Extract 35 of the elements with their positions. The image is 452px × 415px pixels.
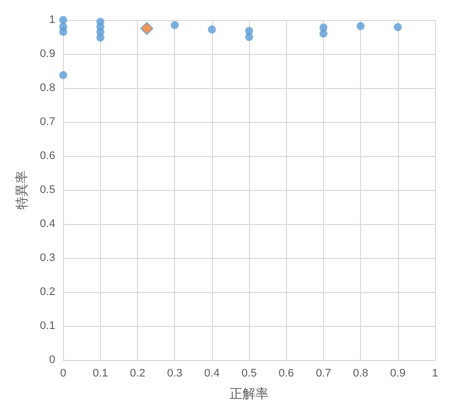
x-axis-title: 正解率	[230, 386, 269, 402]
x-tick-label: 0.7	[316, 368, 332, 380]
y-tick-label: 0.7	[40, 116, 56, 128]
y-tick-label: 0.8	[40, 82, 56, 94]
x-tick-label: 1	[432, 368, 438, 380]
point	[170, 21, 179, 30]
point	[394, 23, 402, 32]
y-tick-label: 0.3	[40, 252, 56, 264]
x-tick-label: 0.1	[92, 368, 108, 380]
y-tick-label: 0.9	[40, 48, 56, 60]
point	[140, 22, 154, 35]
point	[245, 33, 254, 41]
point	[208, 26, 216, 34]
x-tick-label: 0	[60, 368, 66, 380]
y-tick-label: 0.2	[40, 286, 56, 298]
x-tick-label: 0.9	[390, 368, 406, 380]
point	[59, 16, 68, 24]
y-tick-label: 0	[49, 354, 56, 366]
y-tick-label: 0.6	[40, 150, 56, 162]
y-axis-title: 特異率	[14, 170, 30, 210]
y-tick-label: 0.5	[40, 184, 56, 196]
point	[96, 34, 104, 42]
y-tick-label: 0.4	[40, 218, 56, 230]
point	[59, 28, 68, 36]
x-tick-label: 0.3	[167, 368, 182, 380]
point	[319, 30, 328, 38]
point	[356, 22, 365, 30]
x-tick-label: 0.6	[278, 368, 294, 380]
point	[59, 71, 68, 80]
y-tick-label: 1	[49, 14, 56, 26]
x-tick-label: 0.5	[241, 368, 257, 380]
y-tick-label: 0.1	[40, 320, 56, 332]
x-tick-label: 0.4	[204, 368, 220, 380]
x-tick-label: 0.8	[352, 368, 368, 380]
x-tick-label: 0.2	[130, 368, 146, 380]
